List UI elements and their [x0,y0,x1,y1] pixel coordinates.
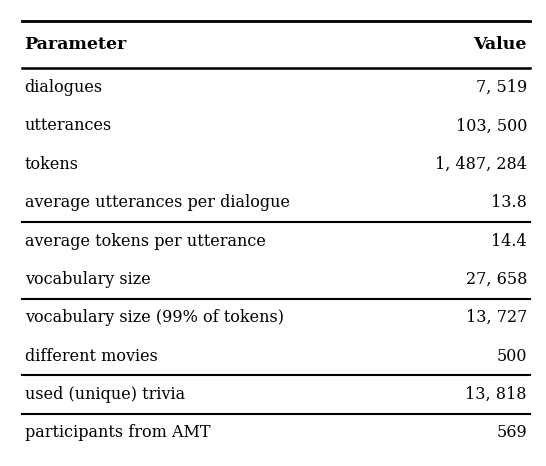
Text: 569: 569 [496,425,527,441]
Text: Parameter: Parameter [25,36,127,53]
Text: 14.4: 14.4 [491,233,527,249]
Text: 1, 487, 284: 1, 487, 284 [435,156,527,173]
Text: utterances: utterances [25,117,112,134]
Text: participants from AMT: participants from AMT [25,425,210,441]
Text: tokens: tokens [25,156,79,173]
Text: vocabulary size (99% of tokens): vocabulary size (99% of tokens) [25,309,283,326]
Text: different movies: different movies [25,348,157,364]
Text: 13, 818: 13, 818 [465,386,527,403]
Text: dialogues: dialogues [25,79,103,96]
Text: 13, 727: 13, 727 [466,309,527,326]
Text: average tokens per utterance: average tokens per utterance [25,233,265,249]
Text: used (unique) trivia: used (unique) trivia [25,386,185,403]
Text: average utterances per dialogue: average utterances per dialogue [25,194,289,211]
Text: 7, 519: 7, 519 [476,79,527,96]
Text: vocabulary size: vocabulary size [25,271,150,288]
Text: 27, 658: 27, 658 [466,271,527,288]
Text: 500: 500 [496,348,527,364]
Text: 13.8: 13.8 [491,194,527,211]
Text: Value: Value [473,36,527,53]
Text: 103, 500: 103, 500 [455,117,527,134]
